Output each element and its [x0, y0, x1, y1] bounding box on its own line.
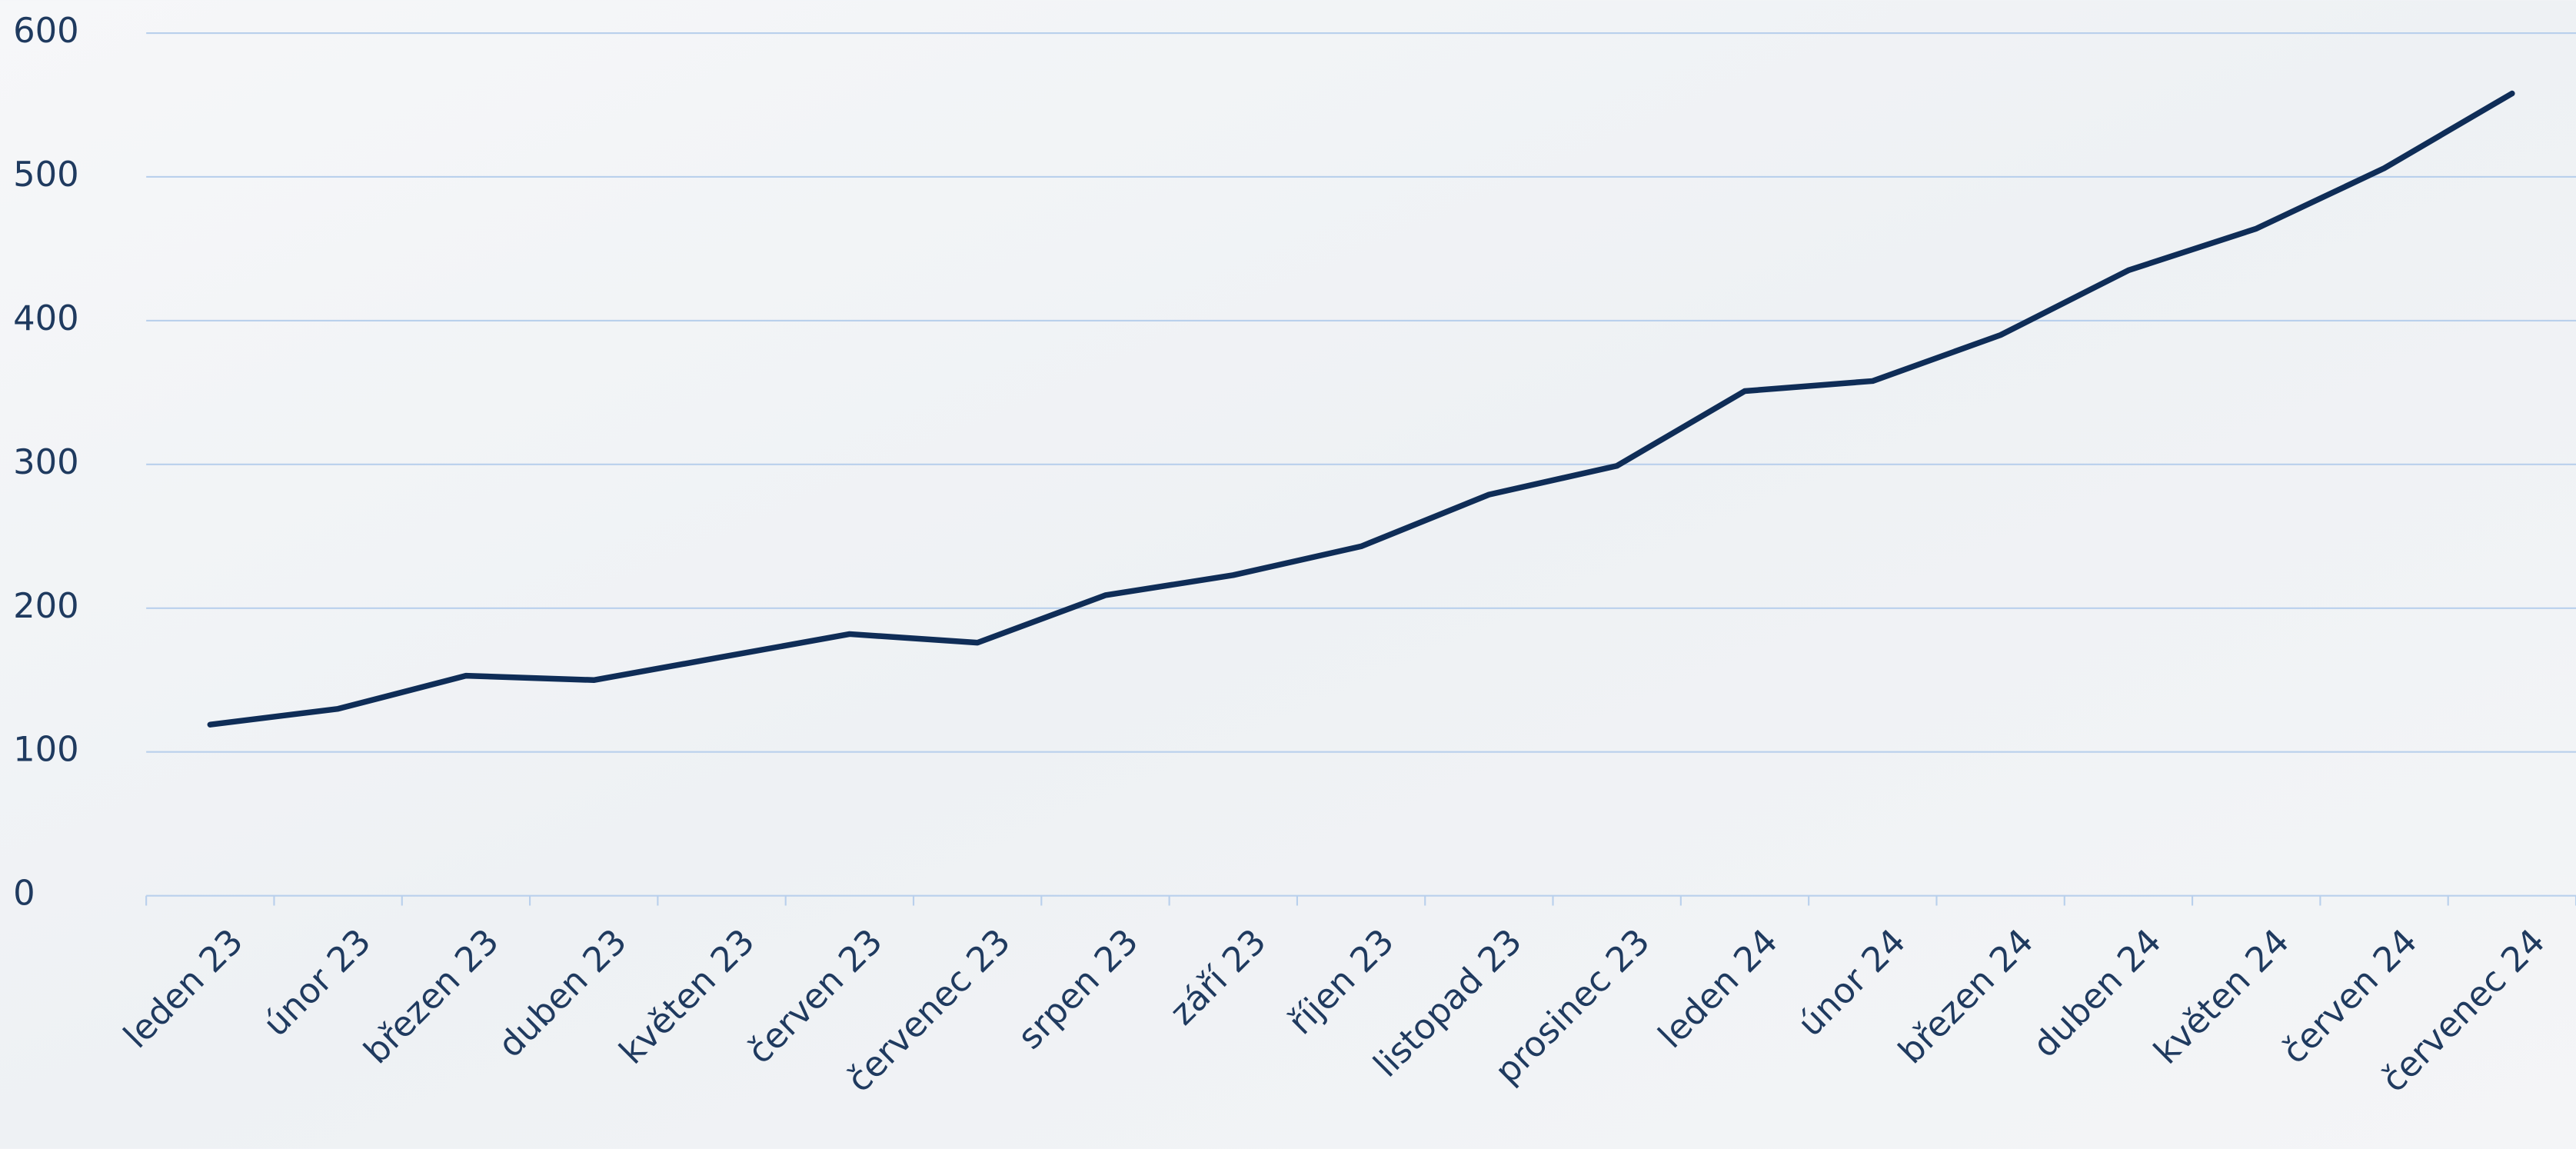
y-tick-label: 300 — [13, 441, 79, 482]
y-tick-label: 500 — [13, 154, 79, 195]
background — [0, 0, 2576, 1148]
y-tick-label: 100 — [13, 729, 79, 770]
chart: 0100200300400500600leden 23únor 23březen… — [0, 0, 2576, 1149]
y-tick-label: 600 — [13, 10, 79, 51]
page: {"chart_data": {"type": "line", "categor… — [0, 0, 2576, 1149]
y-tick-label: 200 — [13, 585, 79, 626]
y-tick-label: 400 — [13, 298, 79, 338]
y-tick-label: 0 — [13, 873, 35, 914]
